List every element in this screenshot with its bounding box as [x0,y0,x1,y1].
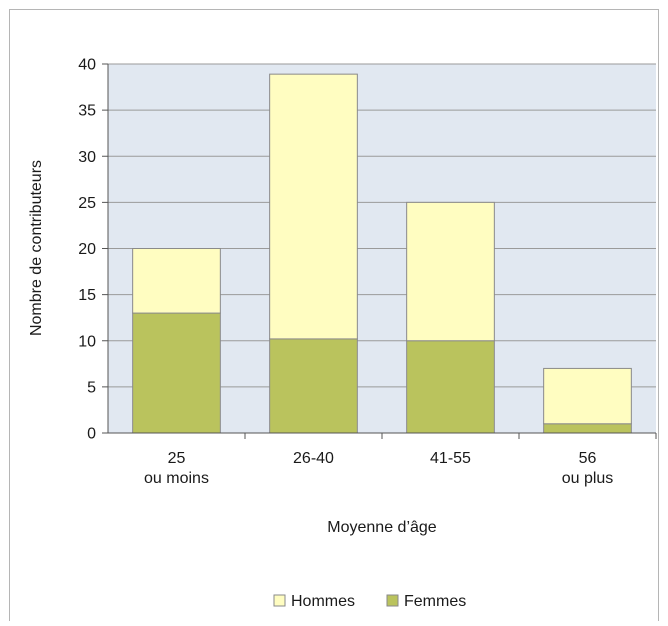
legend-swatch-hommes [273,594,286,607]
legend-label-hommes: Hommes [291,593,355,610]
chart-border [9,9,659,621]
x-tick-label: 25 ou moins [144,450,209,487]
bars-layer [132,73,632,434]
legend-swatch-femmes [386,594,399,607]
bar-femmes [406,340,495,434]
bar-femmes [132,312,221,434]
y-tick-label: 40 [78,57,96,74]
legend: Hommes Femmes [273,593,466,610]
y-tick-label: 35 [78,103,96,120]
bar-hommes [543,367,632,425]
legend-label-femmes: Femmes [404,593,466,610]
bar-femmes [269,338,358,434]
x-axis-title: Moyenne d’âge [327,519,437,536]
bar-femmes [543,423,632,434]
y-tick-label: 10 [78,333,96,350]
bar-hommes [269,73,358,340]
y-tick-label: 5 [87,379,96,396]
y-tick-label: 20 [78,241,96,258]
bar-hommes [132,248,221,314]
x-tick-label: 41-55 [430,450,471,467]
y-tick-label: 15 [78,287,96,304]
y-tick-label: 25 [78,195,96,212]
axes-layer: 0 5 10 15 20 25 30 35 40 25 ou moins 26-40 41-55 56 ou… [78,57,657,487]
x-tick-label: 56 ou plus [562,450,614,487]
y-tick-label: 0 [87,426,96,443]
bar-hommes [406,201,495,342]
y-axis-title: Nombre de contributeurs [28,160,45,336]
y-tick-label: 30 [78,149,96,166]
x-tick-label: 26-40 [293,450,334,467]
